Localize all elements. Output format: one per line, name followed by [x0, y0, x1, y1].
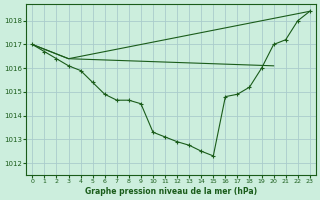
- X-axis label: Graphe pression niveau de la mer (hPa): Graphe pression niveau de la mer (hPa): [85, 187, 257, 196]
